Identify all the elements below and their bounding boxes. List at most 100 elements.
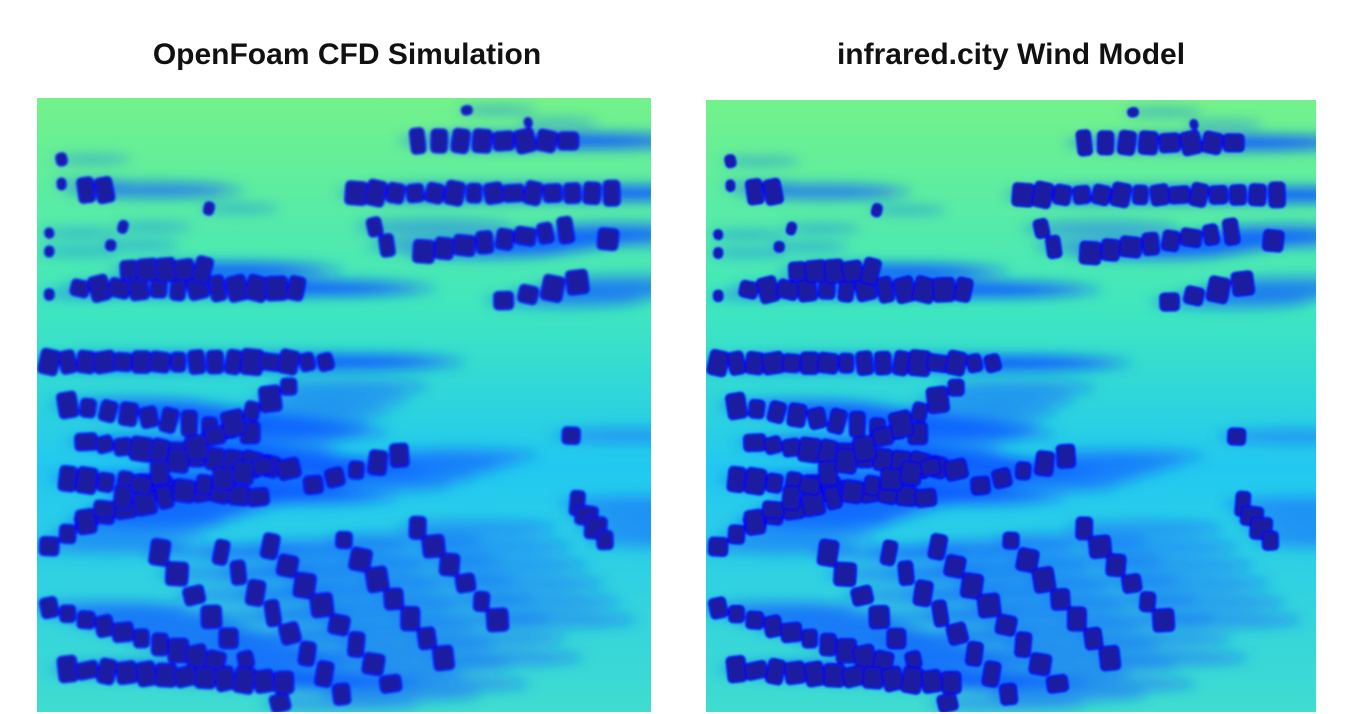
building [1028,652,1053,677]
building [801,628,819,649]
building [747,399,766,420]
building [925,385,950,415]
building [1268,181,1286,209]
wake [379,447,540,464]
building [278,621,302,646]
building [817,460,839,487]
building [38,536,60,557]
building [781,484,802,511]
building [983,353,1002,374]
building [452,233,477,257]
building [39,596,60,620]
building [170,351,187,373]
building [1090,183,1112,206]
building [932,276,956,303]
building [483,181,505,205]
building [761,500,785,520]
building [264,275,289,302]
building [1222,133,1245,153]
building [1098,645,1122,672]
wake [477,611,638,628]
building [976,592,1002,619]
building [55,152,68,167]
wake [429,556,590,573]
building [96,471,116,493]
building [1202,223,1221,246]
building [1227,427,1247,446]
building [260,532,281,560]
building [1015,461,1032,481]
building [1045,674,1069,694]
wake [305,354,466,371]
building [819,632,837,657]
building [432,644,455,672]
building [180,410,198,437]
building [970,475,991,496]
building [953,276,974,303]
building [1088,534,1113,559]
building [412,239,436,264]
building [965,640,984,667]
building [840,479,865,505]
building [1031,566,1057,594]
building [887,409,915,440]
building [57,349,78,375]
building [879,467,904,492]
building [191,255,214,285]
building [154,484,175,510]
building [713,247,724,259]
building [297,640,317,667]
building [450,127,471,154]
building [43,288,55,301]
building [940,670,962,695]
wake [936,379,1096,396]
wake [1111,575,1271,592]
building [492,130,515,152]
building [517,283,540,305]
building [765,657,787,686]
building [534,128,559,154]
building [1052,183,1073,206]
building [781,353,802,374]
building [797,475,822,497]
building [347,631,366,658]
building [1261,530,1279,551]
wake [1073,630,1233,647]
building [1105,553,1127,578]
building [542,183,563,203]
building [364,565,390,594]
building [211,539,231,566]
wake [1064,520,1224,537]
building [1096,130,1115,156]
building [943,554,967,579]
building [258,384,283,414]
building [263,599,282,628]
building [1208,185,1229,205]
wake [276,280,437,297]
building [899,460,923,487]
building [1032,218,1051,240]
building [799,351,820,375]
wake [518,118,599,127]
building [195,474,213,496]
building [1159,292,1180,312]
building [816,538,840,568]
building [115,660,139,685]
building [385,182,406,205]
building [745,610,765,630]
building [724,154,737,169]
simulation-image [706,100,1316,712]
wake [413,538,574,555]
building [433,236,455,261]
building [277,348,301,376]
building [335,531,353,550]
building [536,221,555,245]
building [251,456,275,477]
building [92,349,118,375]
building [421,534,446,559]
wake [1080,538,1240,555]
building [405,183,425,204]
building [485,607,510,633]
building [118,401,139,427]
building [783,660,807,686]
